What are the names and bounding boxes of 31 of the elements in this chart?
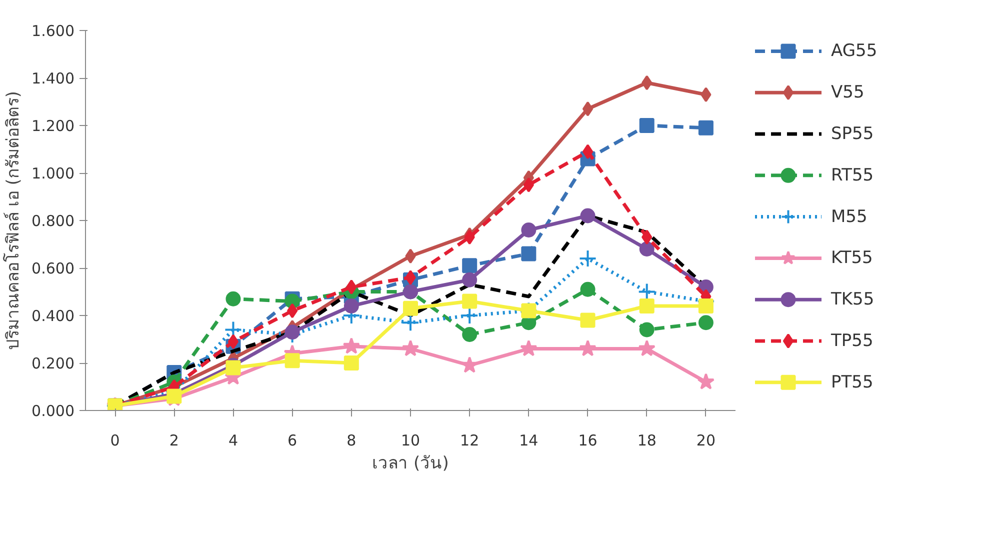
x-tick-label: 20 xyxy=(696,432,716,450)
legend-label: PT55 xyxy=(831,372,874,392)
x-tick-label: 0 xyxy=(110,432,120,450)
legend-label: RT55 xyxy=(831,165,874,186)
y-tick-label: 1.000 xyxy=(32,164,75,182)
x-axis-title: เวลา (วัน) xyxy=(372,454,449,474)
x-tick-label: 6 xyxy=(288,432,298,450)
x-tick-label: 8 xyxy=(346,432,356,450)
y-tick-label: 1.200 xyxy=(32,117,75,135)
y-axis-title: ปริมาณคลอโรฟิลล์ เอ (กรัมต่อลิตร) xyxy=(2,90,24,350)
y-tick-label: 1.600 xyxy=(32,22,75,40)
x-tick-label: 12 xyxy=(460,432,480,450)
legend-label: KT55 xyxy=(831,248,873,268)
y-tick-label: 1.400 xyxy=(32,70,75,88)
y-tick-label: 0.400 xyxy=(32,307,75,325)
legend-label: V55 xyxy=(831,82,864,103)
legend-label: M55 xyxy=(831,206,868,227)
y-tick-label: 0.000 xyxy=(32,402,75,420)
x-tick-label: 18 xyxy=(637,432,656,450)
legend-label: TK55 xyxy=(830,290,874,310)
y-tick-label: 0.800 xyxy=(32,212,75,230)
y-tick-label: 0.200 xyxy=(32,354,75,372)
legend-label: TP55 xyxy=(830,331,874,351)
x-tick-label: 2 xyxy=(169,432,179,450)
legend-label: SP55 xyxy=(831,124,874,144)
y-tick-label: 0.600 xyxy=(32,260,75,278)
legend-label: AG55 xyxy=(831,41,878,62)
x-tick-label: 4 xyxy=(228,432,238,450)
x-tick-label: 14 xyxy=(519,432,538,450)
x-tick-label: 10 xyxy=(400,432,420,450)
x-tick-label: 16 xyxy=(578,432,598,450)
